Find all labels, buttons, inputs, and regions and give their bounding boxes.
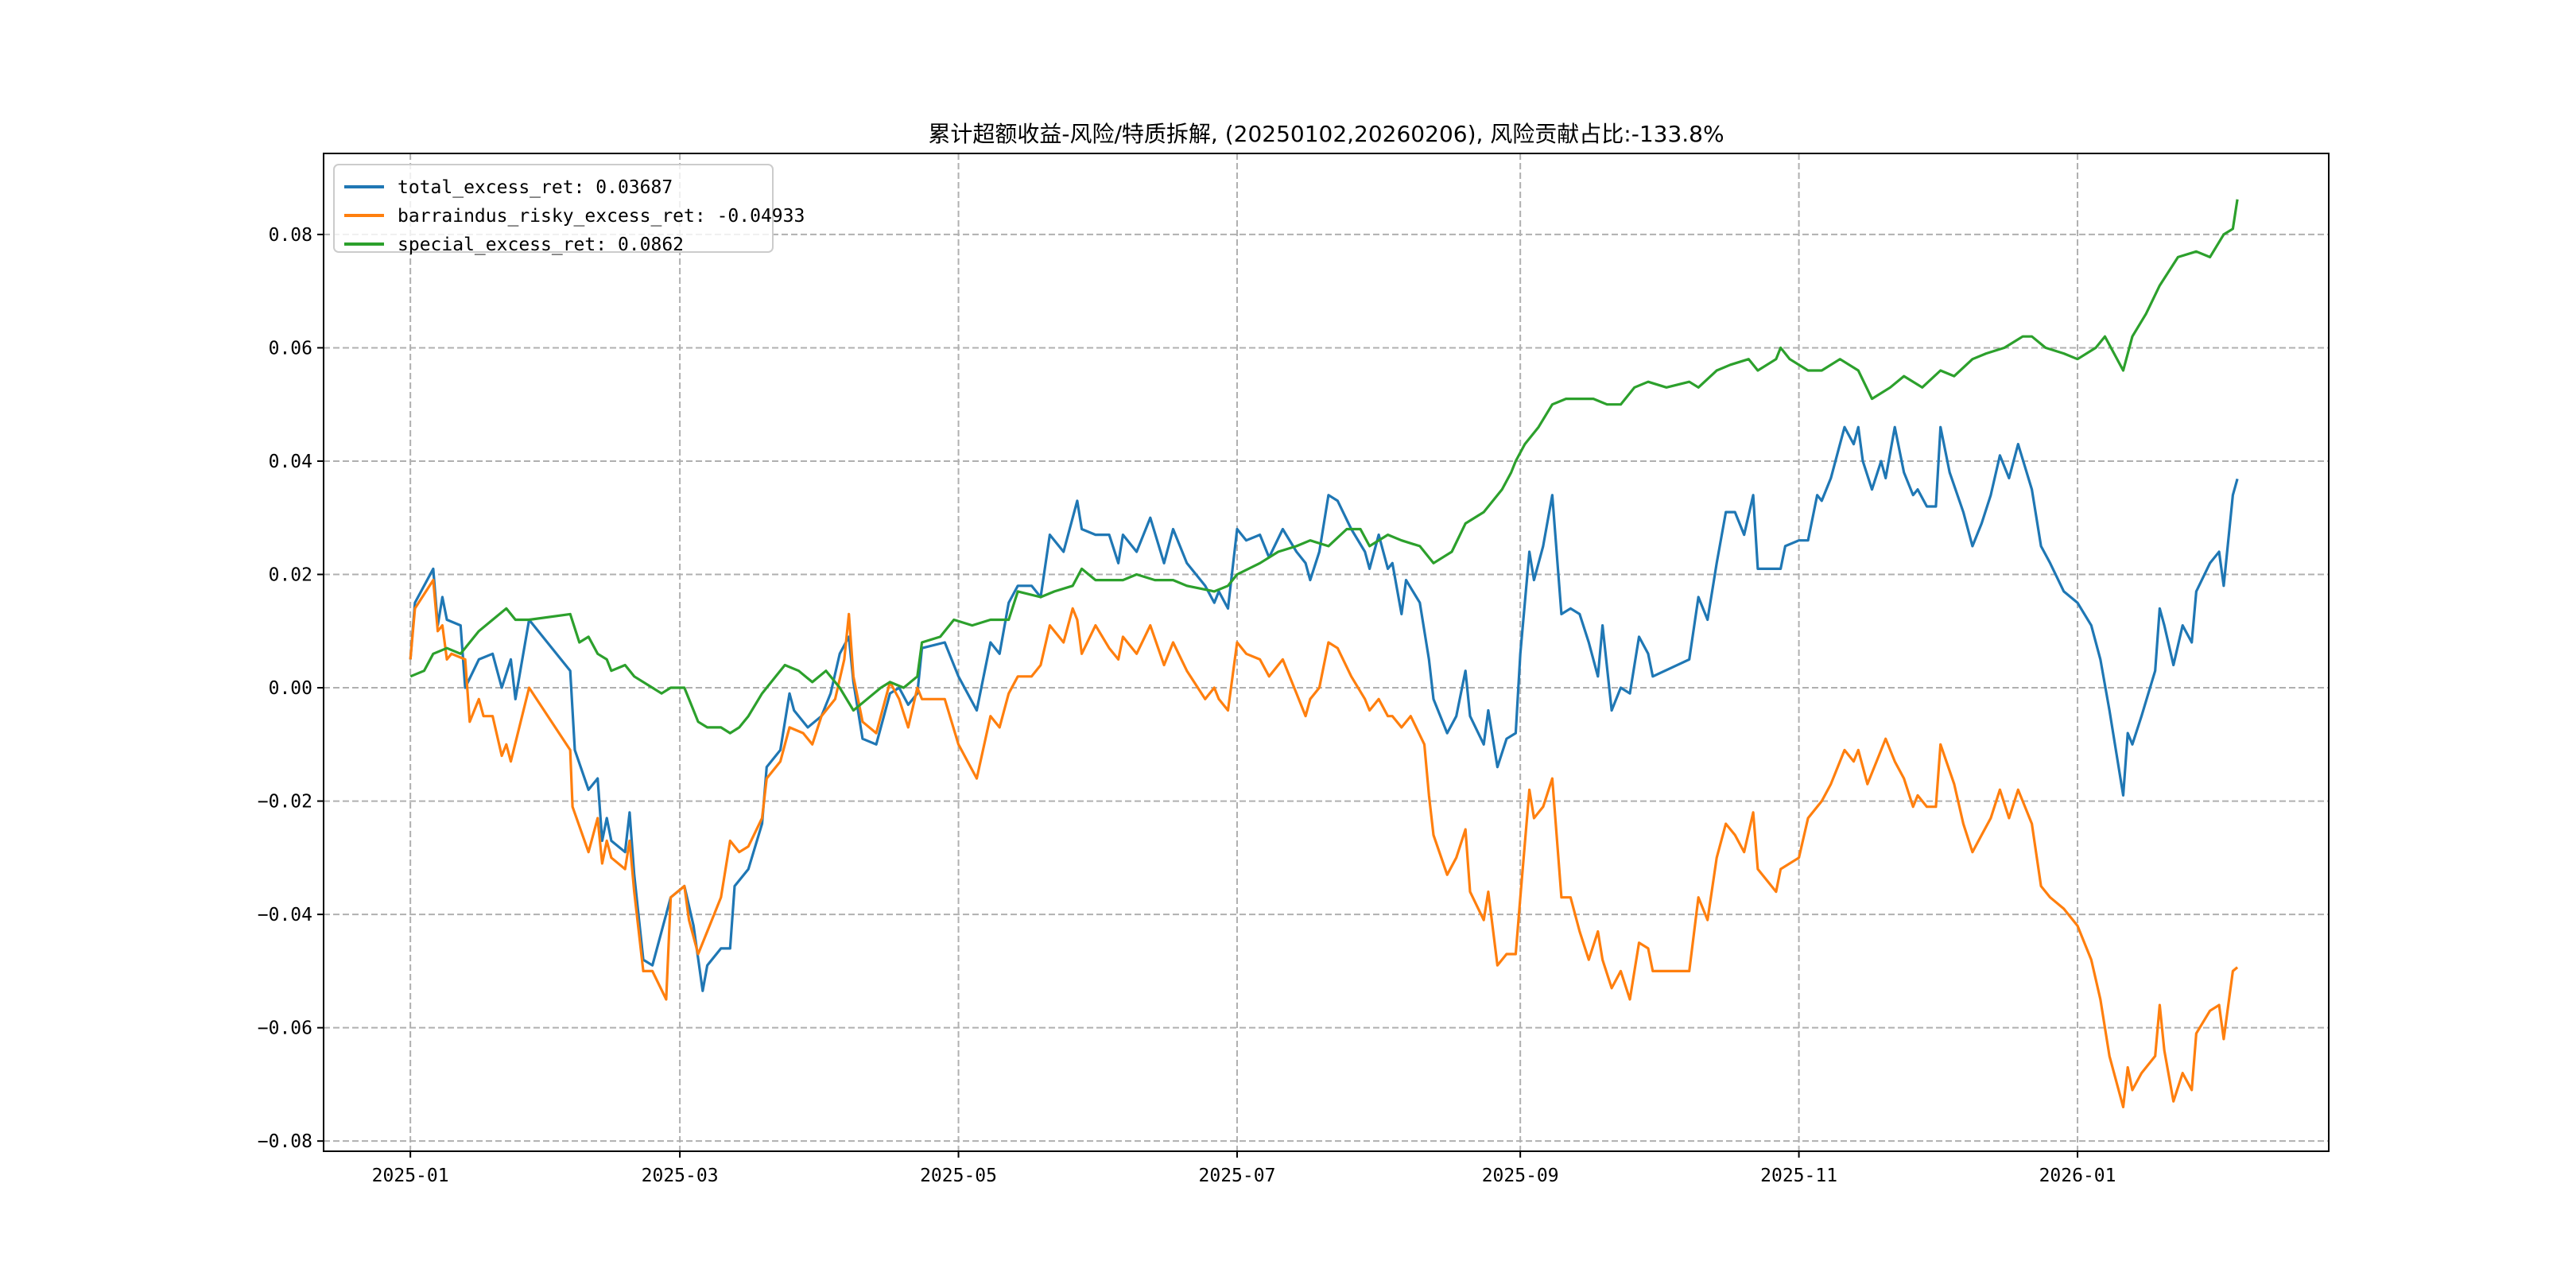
series-line-special_excess_ret bbox=[409, 199, 2239, 735]
series-lines bbox=[409, 199, 2239, 1108]
legend-label-barraindus_risky_excess_ret: barraindus_risky_excess_ret: -0.04933 bbox=[398, 206, 805, 227]
y-tick-label: −0.06 bbox=[258, 1018, 312, 1039]
x-tick-label: 2025-03 bbox=[642, 1166, 719, 1186]
x-tick-label: 2026-01 bbox=[2039, 1166, 2116, 1186]
grid bbox=[324, 153, 2329, 1151]
y-tick-label: 0.04 bbox=[269, 452, 312, 472]
x-tick-label: 2025-01 bbox=[372, 1166, 449, 1186]
y-tick-label: 0.08 bbox=[269, 225, 312, 246]
y-tick-label: 0.06 bbox=[269, 338, 312, 359]
legend-box bbox=[333, 164, 774, 253]
ticks: 2025-01 2025-03 2025-05 2025-07 2025-09 2025-… bbox=[258, 225, 2116, 1186]
y-tick-label: 0.00 bbox=[269, 678, 312, 699]
x-tick-label: 2025-11 bbox=[1760, 1166, 1837, 1186]
series-line-barraindus_risky_excess_ret bbox=[409, 579, 2239, 1108]
axes-frame bbox=[323, 153, 2330, 1152]
y-tick-label: −0.04 bbox=[258, 905, 312, 925]
y-tick-label: 0.02 bbox=[269, 565, 312, 586]
legend-label-special_excess_ret: special_excess_ret: 0.0862 bbox=[398, 235, 684, 255]
y-tick-label: −0.08 bbox=[258, 1131, 312, 1152]
y-tick-label: −0.02 bbox=[258, 792, 312, 813]
x-tick-label: 2025-05 bbox=[920, 1166, 997, 1186]
series-line-total_excess_ret bbox=[409, 425, 2239, 992]
x-tick-label: 2025-07 bbox=[1199, 1166, 1276, 1186]
x-tick-label: 2025-09 bbox=[1482, 1166, 1559, 1186]
legend: total_excess_ret: 0.03687 barraindus_risk… bbox=[333, 164, 805, 255]
chart-title: 累计超额收益-风险/特质拆解, (20250102,20260206), 风险贡… bbox=[928, 121, 1724, 147]
legend-label-total_excess_ret: total_excess_ret: 0.03687 bbox=[398, 177, 673, 198]
